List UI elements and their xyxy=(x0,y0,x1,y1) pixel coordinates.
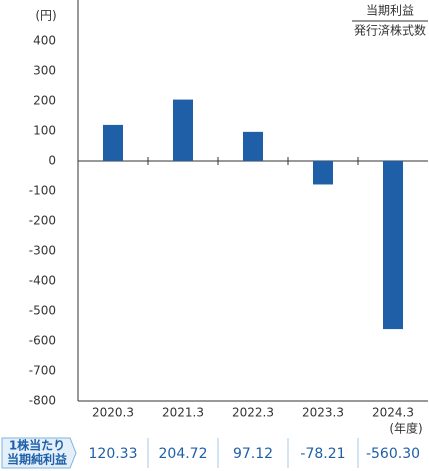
row-label-box xyxy=(1,437,77,469)
y-tick-label: -600 xyxy=(29,334,56,348)
legend-denominator: 発行済株式数 xyxy=(354,23,426,38)
bar xyxy=(173,99,193,161)
y-tick-label: 100 xyxy=(33,124,56,138)
x-tick-label: 2021.3 xyxy=(162,406,204,420)
bar xyxy=(383,161,403,330)
x-tick-label: 2024.3 xyxy=(372,406,414,420)
bar xyxy=(103,124,123,161)
y-tick-label: -200 xyxy=(29,214,56,228)
y-tick-label: -300 xyxy=(29,244,56,258)
row-label: 当期純利益 xyxy=(7,452,67,467)
y-tick-label: -100 xyxy=(29,184,56,198)
y-tick-label: 0 xyxy=(48,154,56,168)
bar xyxy=(313,161,333,185)
y-tick-label: 400 xyxy=(33,34,56,48)
value-label: 120.33 xyxy=(89,446,138,462)
legend-numerator: 当期利益 xyxy=(366,4,414,18)
y-tick-label: -400 xyxy=(29,274,56,288)
y-tick-label: 300 xyxy=(33,64,56,78)
row-label: 1株当たり xyxy=(9,438,65,453)
x-tick-label: 2020.3 xyxy=(92,406,134,420)
y-tick-label: -500 xyxy=(29,304,56,318)
x-unit-label: (年度) xyxy=(389,421,422,436)
unit-label: (円) xyxy=(35,9,56,23)
value-label: 204.72 xyxy=(159,446,208,462)
x-tick-label: 2023.3 xyxy=(302,406,344,420)
x-tick-label: 2022.3 xyxy=(232,406,274,420)
bar xyxy=(243,131,263,161)
value-label: -78.21 xyxy=(300,446,345,462)
y-tick-label: 200 xyxy=(33,94,56,108)
value-label: 97.12 xyxy=(233,446,273,462)
y-tick-label: -700 xyxy=(29,364,56,378)
value-label: -560.30 xyxy=(366,446,420,462)
y-tick-label: -800 xyxy=(29,394,56,408)
